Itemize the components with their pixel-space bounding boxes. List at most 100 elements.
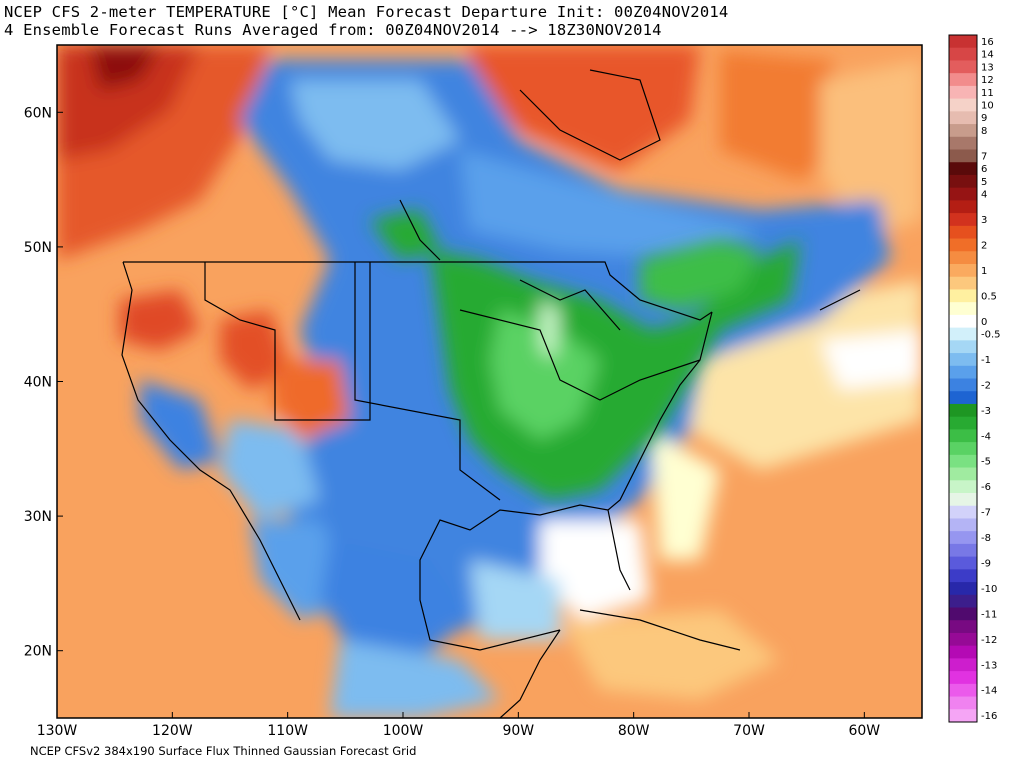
colorbar-swatch — [949, 225, 977, 239]
coastlines-boundaries — [121, 69, 861, 718]
latitude-axis: 20N 30N 40N 50N 60N — [24, 105, 63, 660]
temperature-anomaly-field — [57, 45, 922, 718]
lon-tick-label: 120W — [152, 723, 193, 739]
colorbar-swatch — [949, 187, 977, 201]
colorbar-label: -5 — [981, 457, 991, 468]
colorbar-swatch — [949, 251, 977, 265]
colorbar-label: 0 — [981, 317, 987, 328]
colorbar-swatch — [949, 327, 977, 341]
colorbar-swatch — [949, 162, 977, 176]
lon-tick-label: 80W — [618, 723, 650, 739]
lon-tick-label: 100W — [383, 723, 424, 739]
colorbar-swatch — [949, 480, 977, 494]
colorbar-swatch — [949, 378, 977, 392]
colorbar-swatch — [949, 85, 977, 100]
colorbar-swatch — [949, 454, 977, 468]
colorbar-swatch — [949, 556, 977, 570]
colorbar-swatch — [949, 35, 977, 49]
colorbar-label: 14 — [981, 50, 994, 61]
colorbar-swatch — [949, 238, 977, 252]
colorbar-label: 2 — [981, 240, 987, 251]
lon-tick-label: 60W — [848, 723, 880, 739]
colorbar-swatch — [949, 403, 977, 418]
colorbar-swatch — [949, 47, 977, 61]
colorbar-swatch — [949, 213, 977, 227]
grid-footnote: NCEP CFSv2 384x190 Surface Flux Thinned … — [30, 744, 417, 758]
colorbar-label: 13 — [981, 62, 994, 73]
colorbar-swatch — [949, 518, 977, 532]
colorbar-label: -12 — [981, 635, 997, 646]
colorbar-swatch — [949, 174, 977, 189]
colorbar-label: 8 — [981, 126, 987, 137]
colorbar-swatch — [949, 442, 977, 456]
lat-tick-label: 30N — [24, 509, 52, 525]
colorbar-swatch — [949, 302, 977, 316]
colorbar-label: -13 — [981, 660, 997, 671]
colorbar-swatch — [949, 467, 977, 481]
colorbar-swatch — [949, 124, 977, 138]
colorbar-swatch — [949, 543, 977, 558]
colorbar-swatch — [949, 696, 977, 710]
colorbar-label: -7 — [981, 508, 991, 519]
colorbar-swatch — [949, 671, 977, 685]
colorbar-swatch — [949, 365, 977, 379]
colorbar-swatch — [949, 136, 977, 150]
colorbar-swatch — [949, 632, 977, 647]
colorbar-swatch — [949, 200, 977, 214]
colorbar-label: 10 — [981, 100, 994, 111]
colorbar-label: -11 — [981, 609, 997, 620]
colorbar-swatch — [949, 60, 977, 74]
colorbar-swatch — [949, 607, 977, 621]
colorbar-swatch — [949, 429, 977, 443]
colorbar-label: -4 — [981, 431, 991, 442]
colorbar-label: 16 — [981, 37, 994, 48]
colorbar-label: -2 — [981, 380, 991, 391]
colorbar-label: 12 — [981, 75, 994, 86]
colorbar-label: -9 — [981, 558, 991, 569]
colorbar-label: 9 — [981, 113, 987, 124]
colorbar-label: -6 — [981, 482, 991, 493]
colorbar-swatch — [949, 582, 977, 596]
lat-tick-label: 40N — [24, 375, 52, 391]
colorbar-label: -1 — [981, 355, 991, 366]
map-subtitle: 4 Ensemble Forecast Runs Averaged from: … — [4, 21, 662, 39]
colorbar-swatch — [949, 620, 977, 634]
colorbar-swatch — [949, 493, 977, 507]
colorbar-swatch — [949, 353, 977, 367]
colorbar-swatch — [949, 111, 977, 125]
lat-tick-label: 20N — [24, 644, 52, 660]
colorbar-swatch — [949, 594, 977, 608]
colorbar-label: -8 — [981, 533, 991, 544]
colorbar-label: 0.5 — [981, 291, 997, 302]
colorbar-swatch — [949, 658, 977, 672]
colorbar-swatch — [949, 391, 977, 405]
colorbar-label: 11 — [981, 88, 994, 99]
colorbar-label: 5 — [981, 177, 987, 188]
colorbar-label: 4 — [981, 190, 987, 201]
colorbar-swatch — [949, 505, 977, 519]
colorbar-swatch — [949, 314, 977, 329]
colorbar-swatch — [949, 709, 977, 723]
colorbar-label: 3 — [981, 215, 987, 226]
lon-tick-label: 110W — [267, 723, 308, 739]
colorbar-swatch — [949, 683, 977, 697]
colorbar-label: -14 — [981, 686, 997, 697]
colorbar-label: 1 — [981, 266, 987, 277]
colorbar-swatch — [949, 276, 977, 290]
colorbar-label: -10 — [981, 584, 997, 595]
lat-tick-label: 50N — [24, 240, 52, 256]
lon-tick-label: 90W — [502, 723, 534, 739]
colorbar-swatch — [949, 98, 977, 112]
colorbar-swatch — [949, 569, 977, 583]
colorbar-swatch — [949, 264, 977, 278]
colorbar-label: 7 — [981, 151, 987, 162]
colorbar-swatch — [949, 531, 977, 545]
lon-tick-label: 70W — [733, 723, 765, 739]
colorbar-label: -3 — [981, 406, 991, 417]
colorbar-swatch — [949, 340, 977, 354]
longitude-axis: 130W 120W 110W 100W 90W 80W 70W 60W — [37, 712, 880, 739]
colorbar-swatch — [949, 289, 977, 303]
colorbar-frame — [948, 34, 978, 723]
